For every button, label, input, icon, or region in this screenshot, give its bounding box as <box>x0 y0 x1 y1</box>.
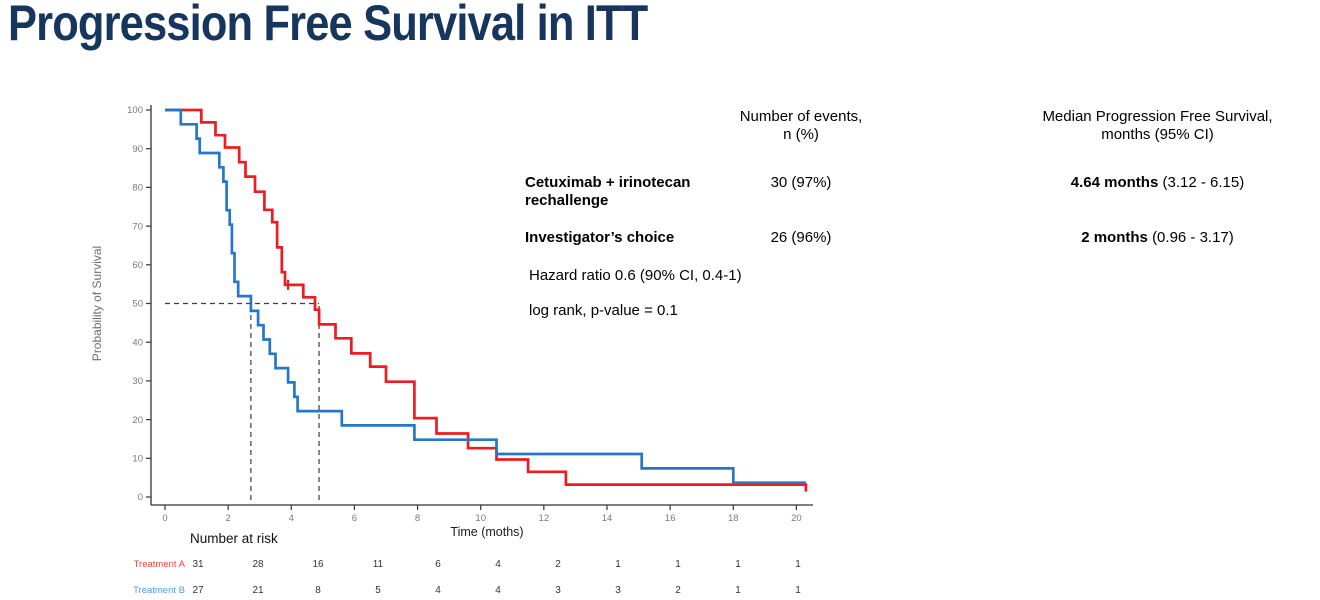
svg-text:20: 20 <box>791 513 802 524</box>
svg-text:16: 16 <box>665 513 676 524</box>
events-header-line2: n (%) <box>783 126 819 144</box>
risk-value: 1 <box>795 559 801 570</box>
svg-text:60: 60 <box>132 260 143 271</box>
risk-value: 3 <box>615 585 621 596</box>
svg-text:100: 100 <box>127 105 143 116</box>
risk-value: 2 <box>675 585 681 596</box>
treatment-a-median-value: 4.64 months <box>1070 174 1159 191</box>
risk-value: 21 <box>252 585 264 596</box>
events-column-header: Number of events, n (%) <box>726 108 876 145</box>
treatment-b-events: 26 (96%) <box>770 229 832 246</box>
svg-text:40: 40 <box>132 337 143 348</box>
median-header-line1: Median Progression Free Survival, <box>1042 108 1273 125</box>
tick-labels: 0 2 4 6 8 10 12 14 16 18 20 0 10 20 30 40 50 60 70 80 90 100 <box>127 105 802 524</box>
median-column-header: Median Progression Free Survival, months… <box>1000 108 1315 145</box>
km-plot-svg: 0 2 4 6 8 10 12 14 16 18 200102030405060708090100T… <box>90 105 813 596</box>
risk-value: 1 <box>735 559 741 570</box>
median-guides <box>165 302 320 500</box>
axes <box>150 105 813 506</box>
svg-text:6: 6 <box>352 513 357 524</box>
x-axis-label: Time (moths) <box>450 525 523 539</box>
risk-value: 1 <box>795 585 801 596</box>
treatment-b-median-value: 2 months <box>1081 229 1148 246</box>
svg-text:70: 70 <box>132 221 143 232</box>
svg-text:10: 10 <box>132 454 143 465</box>
risk-row-label: Treatment B <box>133 585 185 596</box>
risk-value: 4 <box>495 559 501 570</box>
page-title: Progression Free Survival in ITT <box>8 0 648 51</box>
treatment-a-events: 30 (97%) <box>770 174 832 191</box>
risk-value: 4 <box>495 585 501 596</box>
log-rank-text: log rank, p-value = 0.1 <box>529 302 678 319</box>
treatment-b-median-ci: (0.96 - 3.17) <box>1152 229 1234 246</box>
svg-text:20: 20 <box>132 415 143 426</box>
treatment-a-label: Cetuximab + irinotecan rechallenge <box>525 174 691 210</box>
svg-text:2: 2 <box>225 513 230 524</box>
km-chart: 0 2 4 6 8 10 12 14 16 18 20 0 10 20 30 40 50 60 70 80 90 100 T… <box>85 95 845 600</box>
y-axis-label: Probability of Survival <box>90 246 104 361</box>
risk-value: 31 <box>192 559 204 570</box>
risk-value: 4 <box>435 585 441 596</box>
hazard-ratio-text: Hazard ratio 0.6 (90% CI, 0.4-1) <box>529 267 742 284</box>
svg-text:0: 0 <box>162 513 167 524</box>
risk-value: 8 <box>315 585 321 596</box>
events-header-line1: Number of events, <box>739 108 863 125</box>
risk-value: 28 <box>252 559 264 570</box>
number-at-risk-title: Number at risk <box>190 531 278 546</box>
risk-value: 5 <box>375 585 381 596</box>
median-header-line2: months (95% CI) <box>1101 126 1214 144</box>
svg-text:14: 14 <box>602 513 613 524</box>
svg-text:0: 0 <box>138 492 143 503</box>
km-curve-treatment-a <box>165 108 808 492</box>
risk-value: 6 <box>435 559 441 570</box>
risk-value: 16 <box>312 559 324 570</box>
km-curve-treatment-b <box>165 108 806 485</box>
risk-value: 2 <box>555 559 561 570</box>
svg-text:10: 10 <box>475 513 486 524</box>
svg-text:30: 30 <box>132 376 143 387</box>
risk-value: 1 <box>675 559 681 570</box>
svg-text:12: 12 <box>539 513 550 524</box>
risk-value: 3 <box>555 585 561 596</box>
svg-text:8: 8 <box>415 513 420 524</box>
svg-text:4: 4 <box>289 513 294 524</box>
risk-value: 1 <box>615 559 621 570</box>
svg-text:50: 50 <box>132 299 143 310</box>
risk-value: 27 <box>192 585 204 596</box>
svg-text:80: 80 <box>132 183 143 194</box>
svg-text:90: 90 <box>132 144 143 155</box>
treatment-b-median: 2 months (0.96 - 3.17) <box>1000 229 1315 247</box>
risk-value: 1 <box>735 585 741 596</box>
risk-row-label: Treatment A <box>134 559 186 570</box>
treatment-b-label: Investigator’s choice <box>525 229 675 246</box>
risk-value: 11 <box>373 559 384 570</box>
svg-text:18: 18 <box>728 513 739 524</box>
treatment-a-median: 4.64 months (3.12 - 6.15) <box>1000 174 1315 192</box>
treatment-a-median-ci: (3.12 - 6.15) <box>1162 174 1245 191</box>
